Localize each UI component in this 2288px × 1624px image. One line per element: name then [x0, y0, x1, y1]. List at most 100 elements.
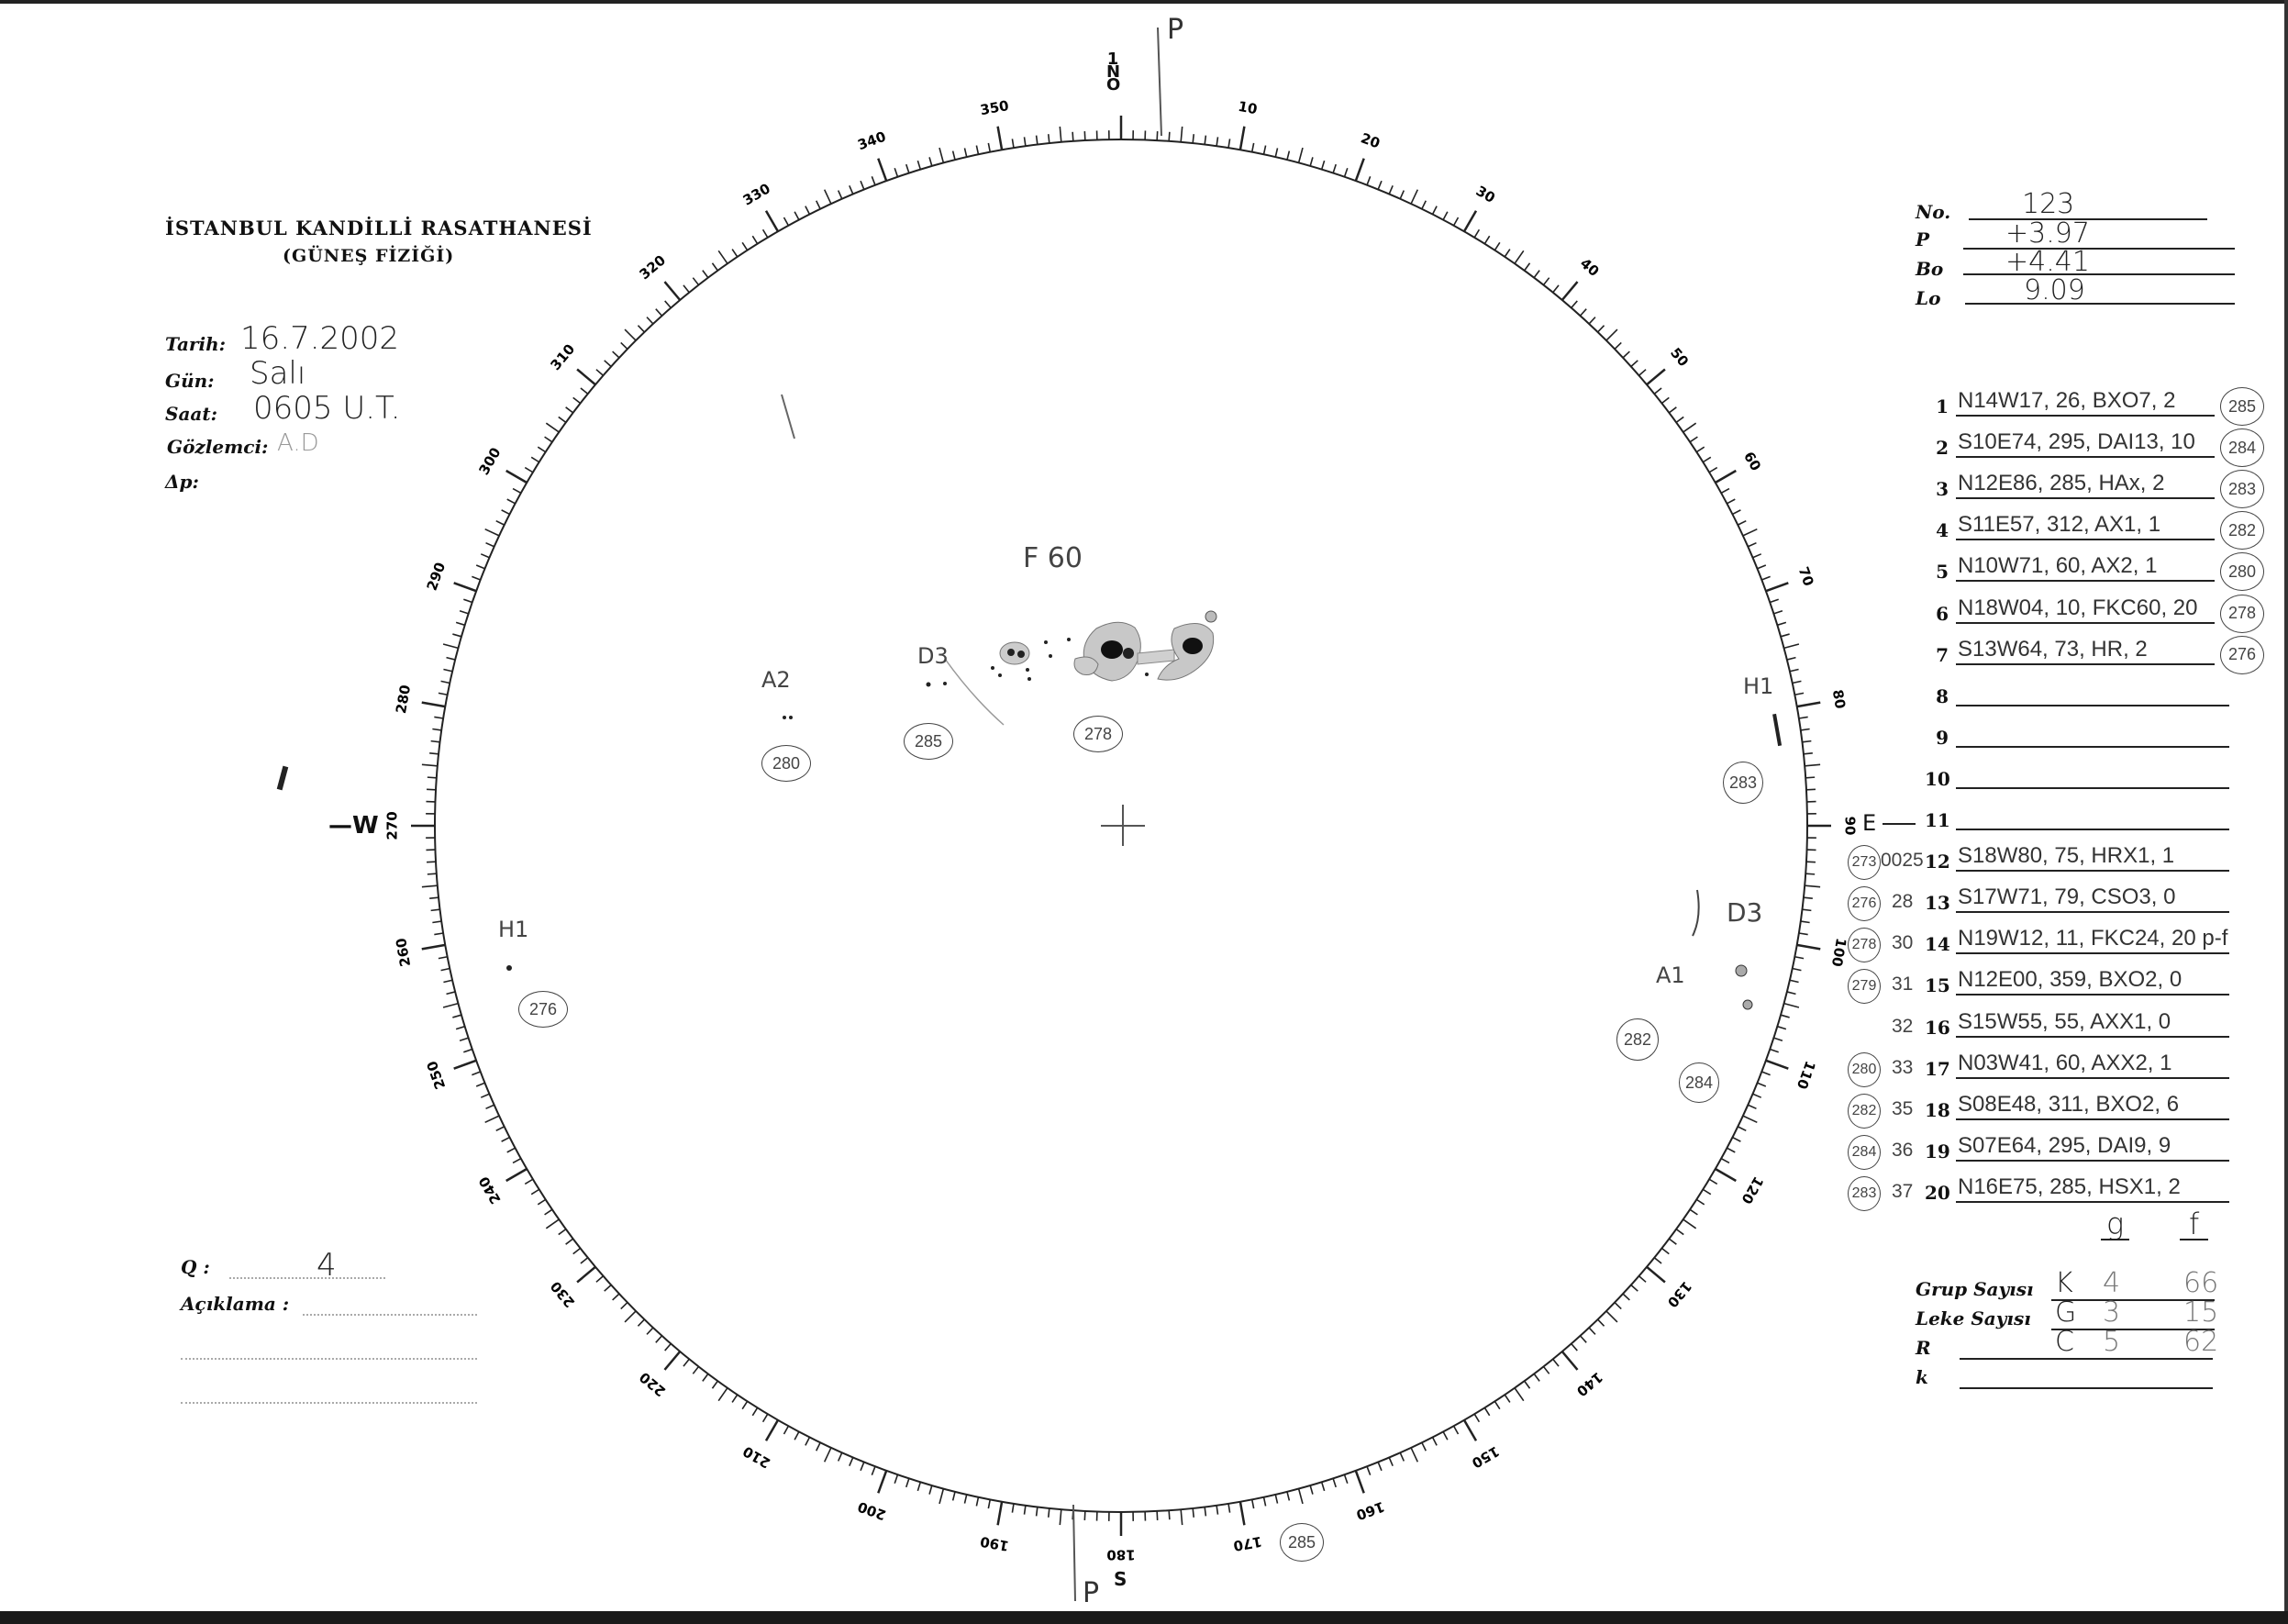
row-entry: N03W41, 60, AXX2, 1: [1958, 1050, 2172, 1075]
row-entry: N12E00, 359, BXO2, 0: [1958, 967, 2182, 993]
dial-tick: [646, 1327, 654, 1335]
dial-tick: [871, 176, 876, 185]
circled-number: 282: [1616, 1018, 1659, 1061]
dial-tick: [624, 328, 637, 341]
dial-tick: [692, 1365, 700, 1374]
dial-label-280: 280: [393, 684, 414, 715]
dial-tick: [1156, 1510, 1159, 1521]
dial-tick: [1442, 1431, 1449, 1440]
row-line: [1956, 745, 2229, 748]
row-number: 12: [1925, 851, 1950, 873]
dial-tick: [1297, 147, 1304, 163]
totals-line: [1960, 1358, 2213, 1360]
dial-tick: [1783, 1002, 1800, 1008]
dial-tick: [916, 160, 922, 170]
dial-tick: [1494, 1400, 1501, 1410]
dial-tick: [711, 262, 718, 272]
row-number: 20: [1925, 1181, 1950, 1204]
group-label-d-right: D3: [1727, 897, 1763, 928]
dial-tick: [894, 168, 899, 178]
pencil-arc: [944, 658, 1005, 726]
dial-tick: [604, 1284, 612, 1292]
dial-tick: [849, 184, 854, 195]
dial-tick: [996, 126, 1004, 150]
totals-value: 62: [2183, 1326, 2219, 1358]
dial-tick: [1011, 1503, 1015, 1513]
solar-limb: [434, 139, 1808, 1513]
row-left-circled-number: 283: [1848, 1175, 1881, 1211]
pencil-mark-right: [1692, 889, 1700, 937]
row-line: [1956, 497, 2215, 500]
row-number: 1: [1936, 395, 1949, 417]
row-line: [1956, 1159, 2229, 1162]
dial-tick: [485, 1104, 494, 1110]
dial-tick: [1168, 1510, 1171, 1520]
row-circled-number: 276: [2220, 635, 2264, 674]
dial-tick: [951, 1491, 956, 1501]
dial-tick: [427, 776, 437, 779]
dial-tick: [1274, 1494, 1279, 1504]
dial-tick: [1320, 1482, 1326, 1492]
dial-label-160: 160: [1354, 1498, 1387, 1524]
row-circled-number: 285: [2220, 387, 2264, 426]
dial-tick: [1689, 436, 1698, 443]
dial-label-180: 180: [1106, 1547, 1135, 1563]
dial-tick: [1668, 406, 1677, 414]
row-left-note: 31: [1892, 973, 1914, 996]
row-left-note: 30: [1892, 932, 1914, 954]
p-value: +3.97: [2005, 217, 2090, 250]
totals-label: R: [1916, 1337, 1931, 1359]
dial-tick: [1630, 360, 1638, 368]
dial-tick: [430, 740, 440, 743]
dial-tick: [877, 158, 888, 182]
dial-tick: [463, 598, 473, 604]
dial-tick: [1542, 277, 1550, 286]
dial-tick: [1227, 139, 1231, 149]
dial-tick: [1765, 582, 1789, 593]
dial-tick: [440, 967, 450, 972]
dial-tick: [1761, 1071, 1771, 1076]
dial-tick: [1805, 788, 1816, 791]
dial-tick: [1757, 1082, 1767, 1087]
dial-label-110: 110: [1794, 1059, 1819, 1092]
lo-line: [1965, 303, 2235, 305]
totals-value: K: [2055, 1267, 2073, 1299]
totals-label: Leke Sayısı: [1916, 1307, 2031, 1329]
dial-tick: [537, 1198, 547, 1206]
dial-label-150: 150: [1469, 1442, 1502, 1471]
dial-tick: [702, 1373, 709, 1382]
dial-tick: [1622, 1293, 1630, 1301]
dial-tick: [1388, 184, 1394, 195]
dial-tick: [664, 1342, 672, 1351]
row-entry: S13W64, 73, HR, 2: [1958, 636, 2148, 662]
dial-tick: [558, 1229, 567, 1236]
dial-tick: [996, 1501, 1004, 1526]
dial-tick: [951, 150, 956, 161]
dial-tick: [905, 1478, 910, 1488]
dial-tick: [1332, 1478, 1337, 1488]
dial-tick: [939, 1488, 945, 1505]
dial-label-50: 50: [1667, 345, 1692, 371]
dial-tick: [849, 1457, 854, 1467]
dial-tick: [1180, 126, 1183, 142]
dial-tick: [501, 1136, 510, 1142]
dial-label-350: 350: [979, 97, 1010, 118]
dial-tick: [1533, 270, 1540, 279]
dial-tick: [764, 210, 780, 232]
circled-number: 278: [1073, 716, 1123, 752]
dial-tick: [1780, 1014, 1790, 1018]
dial-tick: [434, 932, 444, 936]
dial-tick: [1023, 137, 1027, 147]
dial-tick: [1796, 701, 1821, 708]
dial-label-30: 30: [1473, 183, 1498, 206]
dial-tick: [624, 1310, 637, 1323]
dial-tick: [612, 1293, 620, 1301]
dial-tick: [495, 1126, 505, 1132]
bo-value: +4.41: [2005, 246, 2090, 278]
dial-tick: [512, 487, 522, 495]
totals-line: [1960, 1387, 2213, 1389]
dial-tick: [1773, 1037, 1783, 1041]
dial-tick: [761, 228, 769, 239]
dial-tick: [475, 1082, 485, 1087]
dial-tick: [1715, 469, 1737, 484]
